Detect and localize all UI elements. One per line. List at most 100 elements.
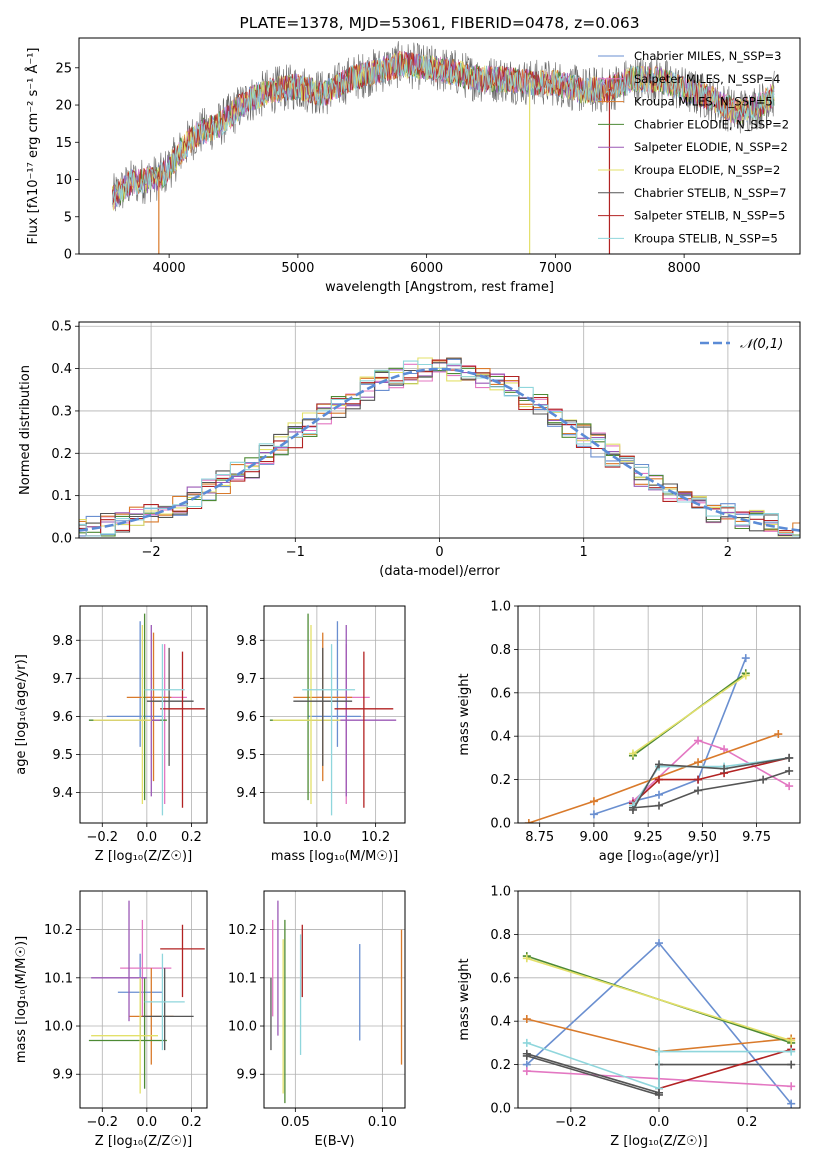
weight-marker — [522, 1015, 531, 1024]
axes-frame — [78, 321, 801, 539]
weight-marker — [694, 775, 703, 784]
y-tick-label: 9.7 — [52, 672, 73, 687]
x-tick-label: 0.0 — [649, 1115, 670, 1130]
y-tick-label: 10.0 — [44, 1020, 73, 1035]
y-tick-label: 9.8 — [52, 634, 73, 649]
x-axis-label: E(B-V) — [314, 1134, 354, 1149]
y-tick-label: 5 — [64, 210, 72, 225]
axes-frame — [79, 890, 208, 1109]
x-axis-label: Z [log₁₀(Z/Z☉)] — [95, 849, 192, 864]
y-axis-label: Normed distribution — [18, 365, 33, 495]
y-tick-label: 0.2 — [490, 1058, 511, 1073]
y-tick-label: 0.8 — [490, 643, 511, 658]
weight-marker — [720, 745, 729, 754]
weight-marker — [524, 819, 533, 823]
x-tick-label: 1 — [580, 545, 588, 560]
y-tick-label: 1.0 — [490, 885, 511, 900]
weight-marker — [655, 760, 663, 769]
x-tick-label: 9.25 — [634, 830, 663, 845]
plot-area — [79, 357, 800, 537]
weight-marker — [655, 1088, 663, 1097]
y-tick-label: 9.4 — [236, 786, 257, 801]
x-tick-label: 0.2 — [181, 1115, 202, 1130]
weight-marker — [655, 939, 663, 948]
weight-marker — [741, 671, 750, 680]
panel-residuals: −2 −1 0 1 2 0.0 0.1 0.2 0.3 0.4 0.5 (data-model)/er… — [18, 320, 801, 579]
plot-area — [88, 613, 205, 816]
y-tick-label: 0.5 — [51, 320, 72, 335]
y-tick-label: 0.1 — [51, 489, 72, 504]
legend-entry: Salpeter STELIB, N_SSP=5 — [634, 209, 785, 223]
x-axis-label: age [log₁₀(age/yr)] — [599, 849, 720, 864]
panel-spectrum: 4000 5000 6000 7000 8000 0 5 10 15 20 25 PLATE=1378… — [25, 14, 801, 295]
weight-marker — [720, 764, 729, 773]
y-tick-label: 0.4 — [490, 730, 511, 745]
weight-marker — [628, 805, 637, 814]
x-tick-label: 10.0 — [302, 830, 331, 845]
panel-mass_vs_Z: −0.2 0.0 0.2 9.9 10.0 10.1 10.2 Z [log₁₀(Z/Z☉)]… — [14, 890, 208, 1149]
x-tick-label: 8000 — [668, 261, 701, 276]
weight-marker — [785, 782, 794, 791]
y-tick-label: 0.0 — [490, 817, 511, 832]
y-tick-label: 10.2 — [228, 923, 257, 938]
legend-entry: Kroupa ELODIE, N_SSP=2 — [634, 163, 780, 177]
x-tick-label: 10.2 — [361, 830, 390, 845]
y-tick-label: 25 — [55, 61, 72, 76]
weight-marker — [759, 775, 768, 784]
y-tick-label: 15 — [55, 136, 72, 151]
legend-entry: Salpeter MILES, N_SSP=4 — [634, 72, 780, 86]
y-tick-label: 0.8 — [490, 928, 511, 943]
x-tick-label: 4000 — [153, 261, 186, 276]
x-tick-label: 2 — [724, 545, 732, 560]
y-tick-label: 9.8 — [236, 634, 257, 649]
weight-line — [632, 739, 790, 802]
weight-marker — [589, 810, 598, 819]
x-axis-label: mass [log₁₀(M/M☉)] — [271, 849, 398, 864]
weight-line — [526, 1053, 660, 1094]
x-tick-label: −1 — [286, 545, 305, 560]
y-tick-label: 0.2 — [51, 447, 72, 462]
axes-frame — [517, 890, 801, 1109]
weight-line — [528, 733, 779, 823]
axes-frame — [78, 37, 801, 255]
x-tick-label: 0.0 — [136, 1115, 157, 1130]
y-tick-label: 9.4 — [52, 786, 73, 801]
weight-marker — [787, 1082, 796, 1091]
weight-marker — [655, 1047, 663, 1056]
histogram-step — [79, 359, 800, 537]
plot-area — [522, 939, 796, 1108]
x-tick-label: 9.00 — [579, 830, 608, 845]
x-tick-label: 8.75 — [525, 830, 554, 845]
y-tick-label: 9.5 — [236, 748, 257, 763]
y-tick-label: 9.9 — [236, 1068, 257, 1083]
axes-frame — [263, 605, 406, 824]
y-tick-label: 10.0 — [228, 1020, 257, 1035]
weight-marker — [741, 654, 750, 663]
weight-marker — [694, 786, 703, 795]
weight-marker — [694, 758, 703, 767]
x-tick-label: −0.2 — [555, 1115, 587, 1130]
y-tick-label: 10.2 — [44, 923, 73, 938]
x-axis-label: Z [log₁₀(Z/Z☉)] — [610, 1134, 707, 1149]
histogram-step — [79, 357, 800, 533]
y-tick-label: 0.2 — [490, 773, 511, 788]
x-tick-label: −0.2 — [86, 1115, 118, 1130]
y-tick-label: 1.0 — [490, 600, 511, 615]
weight-marker — [655, 801, 663, 810]
x-tick-label: 7000 — [539, 261, 572, 276]
y-tick-label: 0.4 — [51, 362, 72, 377]
weight-marker — [655, 775, 663, 784]
y-tick-label: 9.7 — [236, 672, 257, 687]
y-tick-label: 0.6 — [490, 971, 511, 986]
x-axis-label: wavelength [Angstrom, rest frame] — [325, 280, 554, 295]
weight-marker — [787, 1060, 796, 1069]
y-tick-label: 9.5 — [52, 748, 73, 763]
y-tick-label: 0.6 — [490, 686, 511, 701]
weight-marker — [628, 749, 637, 758]
weight-line — [632, 757, 790, 811]
plot-area — [269, 613, 397, 816]
plot-area — [524, 654, 794, 823]
axes-frame — [79, 605, 208, 824]
y-tick-label: 9.9 — [52, 1068, 73, 1083]
